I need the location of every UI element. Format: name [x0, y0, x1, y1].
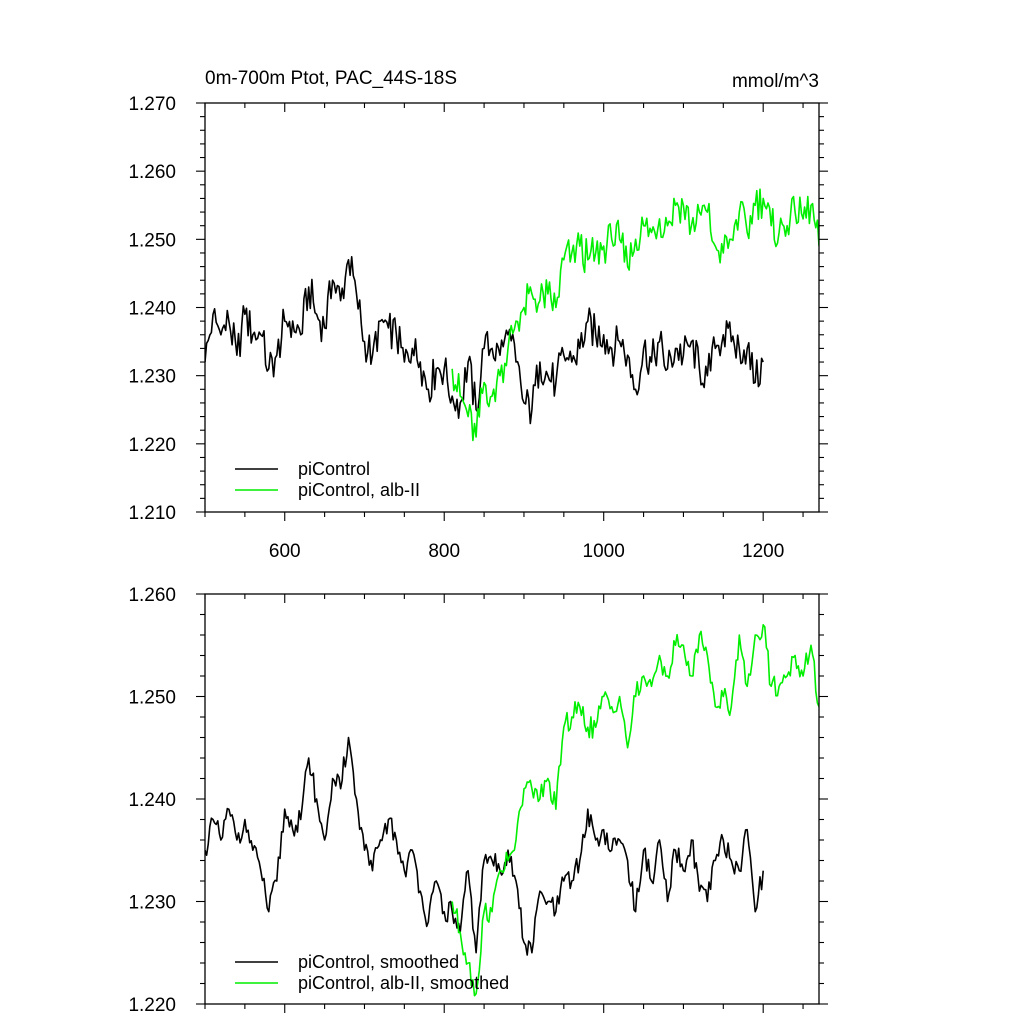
top-series-layer — [205, 188, 819, 442]
top-plot-frame — [204, 102, 820, 513]
y-tick-label: 1.250 — [128, 688, 176, 709]
x-tick-label: 800 — [428, 541, 460, 562]
bottom-legend: piControl, smoothed piControl, alb-II, s… — [235, 952, 509, 993]
top-legend: piControl piControl, alb-II — [235, 459, 420, 500]
series-line-picontrol — [205, 256, 764, 425]
y-tick-label: 1.260 — [128, 162, 176, 183]
y-tick-label: 1.230 — [128, 367, 176, 388]
legend-label-picontrol-alb-ii: piControl, alb-II — [298, 480, 420, 500]
bottom-ticks: 1.220 1.230 1.240 1.250 1.260 — [128, 585, 828, 1016]
series-line-picontrol-alb-ii — [451, 188, 819, 442]
top-ticks: 600 800 1000 1200 1.210 1.220 1.230 1.240 1.250 1… — [128, 94, 828, 562]
y-tick-label: 1.220 — [128, 995, 176, 1016]
bottom-plot-frame — [204, 593, 820, 1005]
y-tick-label: 1.270 — [128, 94, 176, 115]
bottom-panel: 1.220 1.230 1.240 1.250 1.260 piControl, smo… — [128, 585, 828, 1016]
legend-label-picontrol-smoothed: piControl, smoothed — [298, 952, 459, 972]
units-label: mmol/m^3 — [732, 71, 819, 92]
y-tick-label: 1.230 — [128, 893, 176, 914]
top-panel: 0m-700m Ptot, PAC_44S-18S mmol/m^3 600 80… — [128, 68, 828, 562]
y-tick-label: 1.210 — [128, 503, 176, 524]
bottom-series-layer — [205, 624, 819, 997]
x-tick-label: 600 — [269, 541, 301, 562]
x-tick-label: 1200 — [742, 541, 784, 562]
series-line-picontrol-smoothed — [205, 736, 764, 956]
y-tick-label: 1.240 — [128, 790, 176, 811]
legend-label-picontrol: piControl — [298, 459, 370, 479]
chart-title: 0m-700m Ptot, PAC_44S-18S — [205, 68, 457, 89]
y-tick-label: 1.240 — [128, 299, 176, 320]
y-tick-label: 1.260 — [128, 585, 176, 606]
x-tick-label: 1000 — [583, 541, 625, 562]
legend-label-picontrol-alb-ii-smoothed: piControl, alb-II, smoothed — [298, 973, 509, 993]
series-line-picontrol-alb-ii-smoothed — [451, 624, 819, 997]
y-tick-label: 1.220 — [128, 435, 176, 456]
y-tick-label: 1.250 — [128, 230, 176, 251]
